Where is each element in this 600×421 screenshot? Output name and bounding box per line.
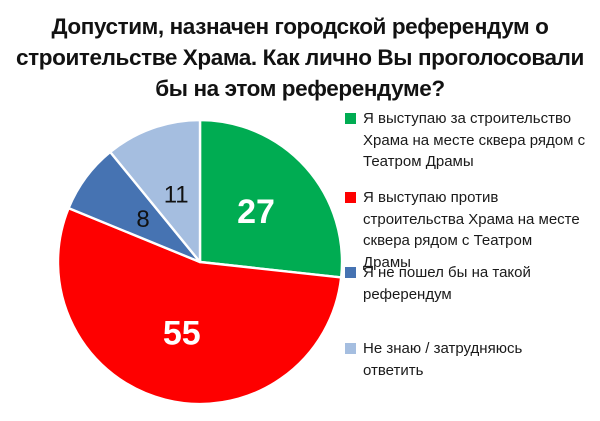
- pie-slice-3: [109, 118, 202, 264]
- legend-label: Не знаю / затрудняюсь ответить: [363, 340, 523, 379]
- pie-chart: 27 55 8 11: [56, 118, 344, 406]
- legend-item-dont-know: Не знаю / затрудняюсь ответить: [345, 338, 522, 381]
- chart-title: Допустим, назначен городской референдум …: [16, 14, 584, 101]
- pie-slice-value-label-3: 11: [164, 182, 189, 209]
- legend-swatch-light-blue: [345, 343, 356, 354]
- legend-swatch-green: [345, 113, 356, 124]
- legend: Я выступаю за строительство Храма на мес…: [345, 0, 597, 421]
- pie-slice-value-label-2: 8: [136, 206, 149, 233]
- legend-item-for-construction: Я выступаю за строительство Храма на мес…: [345, 108, 585, 173]
- pie-slice-value-label-1: 55: [163, 315, 201, 353]
- legend-label: Я выступаю против строительства Храма на…: [363, 189, 580, 271]
- pie-slice-1: [56, 206, 343, 406]
- legend-item-against-construction: Я выступаю против строительства Храма на…: [345, 187, 580, 273]
- legend-label: Я выступаю за строительство Храма на мес…: [363, 110, 586, 170]
- pie-slice-0: [198, 118, 344, 279]
- legend-item-would-not-go: Я не пошел бы на такой референдум: [345, 262, 531, 305]
- pie-slice-value-label-0: 27: [237, 193, 275, 231]
- legend-label: Я не пошел бы на такой референдум: [363, 264, 531, 303]
- legend-swatch-red: [345, 192, 356, 203]
- legend-swatch-dark-blue: [345, 267, 356, 278]
